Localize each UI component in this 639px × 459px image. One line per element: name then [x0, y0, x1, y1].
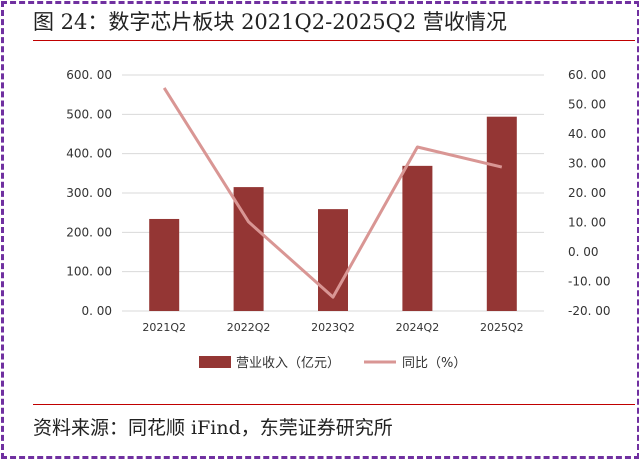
right-axis-ticks: -20. 00 -10. 00 0. 00 10. 00 20. 00 30. 00 40.… — [568, 68, 611, 318]
legend-line-label: 同比（%） — [402, 356, 466, 371]
x-axis-categories: 2021Q2 2022Q2 2023Q2 2024Q2 2025Q2 — [142, 321, 523, 334]
revenue-bar — [318, 209, 348, 311]
legend-bar-swatch — [199, 356, 231, 368]
revenue-bar — [149, 218, 180, 311]
right-tick-label: 60. 00 — [568, 68, 606, 82]
title-divider — [33, 40, 635, 41]
left-axis-ticks: 0. 00 100. 00 200. 00 300. 00 400. 00 500. 00… — [66, 68, 112, 318]
category-label: 2023Q2 — [311, 321, 355, 334]
right-tick-label: 10. 00 — [568, 216, 606, 230]
right-tick-label: 0. 00 — [568, 245, 599, 259]
category-label: 2022Q2 — [227, 321, 271, 334]
revenue-bar — [486, 116, 517, 312]
combo-chart: 0. 00 100. 00 200. 00 300. 00 400. 00 500. 00… — [66, 68, 611, 371]
right-tick-label: 30. 00 — [568, 157, 606, 171]
right-tick-label: 20. 00 — [568, 186, 606, 200]
source-note: 资料来源：同花顺 iFind，东莞证券研究所 — [33, 417, 393, 439]
left-tick-label: 200. 00 — [66, 225, 112, 239]
left-tick-label: 500. 00 — [66, 107, 112, 121]
right-tick-label: -20. 00 — [568, 304, 611, 318]
left-tick-label: 600. 00 — [66, 68, 112, 82]
legend-bar-label: 营业收入（亿元） — [236, 356, 340, 371]
source-divider — [33, 404, 635, 405]
yoy-line — [162, 87, 503, 299]
yoy-polyline — [162, 87, 503, 299]
category-label: 2025Q2 — [480, 321, 524, 334]
legend: 营业收入（亿元） 同比（%） — [199, 356, 466, 371]
left-tick-label: 400. 00 — [66, 147, 112, 161]
category-label: 2021Q2 — [142, 321, 186, 334]
revenue-bars — [149, 116, 517, 312]
left-tick-label: 300. 00 — [66, 186, 112, 200]
right-tick-label: -10. 00 — [568, 275, 611, 289]
category-label: 2024Q2 — [396, 321, 440, 334]
right-tick-label: 40. 00 — [568, 127, 606, 141]
left-tick-label: 100. 00 — [66, 265, 112, 279]
figure-title: 图 24：数字芯片板块 2021Q2-2025Q2 营收情况 — [33, 10, 507, 34]
left-tick-label: 0. 00 — [81, 304, 112, 318]
right-tick-label: 50. 00 — [568, 98, 606, 112]
revenue-bar — [402, 165, 433, 311]
